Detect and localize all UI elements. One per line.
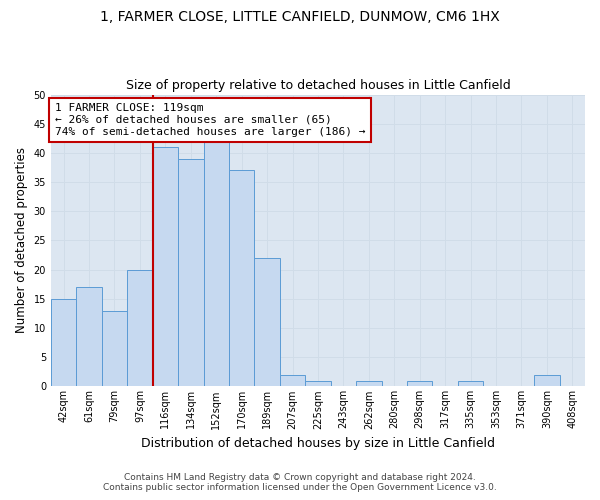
Bar (356, 380, 382, 386)
Y-axis label: Number of detached properties: Number of detached properties (15, 148, 28, 334)
Bar (534, 374, 560, 386)
Bar (254, 258, 280, 386)
Bar (152, 147, 178, 386)
Bar (229, 170, 254, 386)
Bar (458, 380, 483, 386)
Bar (407, 380, 433, 386)
Bar (178, 159, 203, 386)
X-axis label: Distribution of detached houses by size in Little Canfield: Distribution of detached houses by size … (141, 437, 495, 450)
Bar (280, 374, 305, 386)
Bar (305, 380, 331, 386)
Bar (203, 141, 229, 386)
Bar (76, 287, 102, 386)
Bar (51, 299, 76, 386)
Text: 1 FARMER CLOSE: 119sqm
← 26% of detached houses are smaller (65)
74% of semi-det: 1 FARMER CLOSE: 119sqm ← 26% of detached… (55, 104, 365, 136)
Bar (102, 310, 127, 386)
Text: Contains HM Land Registry data © Crown copyright and database right 2024.
Contai: Contains HM Land Registry data © Crown c… (103, 473, 497, 492)
Text: 1, FARMER CLOSE, LITTLE CANFIELD, DUNMOW, CM6 1HX: 1, FARMER CLOSE, LITTLE CANFIELD, DUNMOW… (100, 10, 500, 24)
Title: Size of property relative to detached houses in Little Canfield: Size of property relative to detached ho… (125, 79, 511, 92)
Bar (127, 270, 152, 386)
